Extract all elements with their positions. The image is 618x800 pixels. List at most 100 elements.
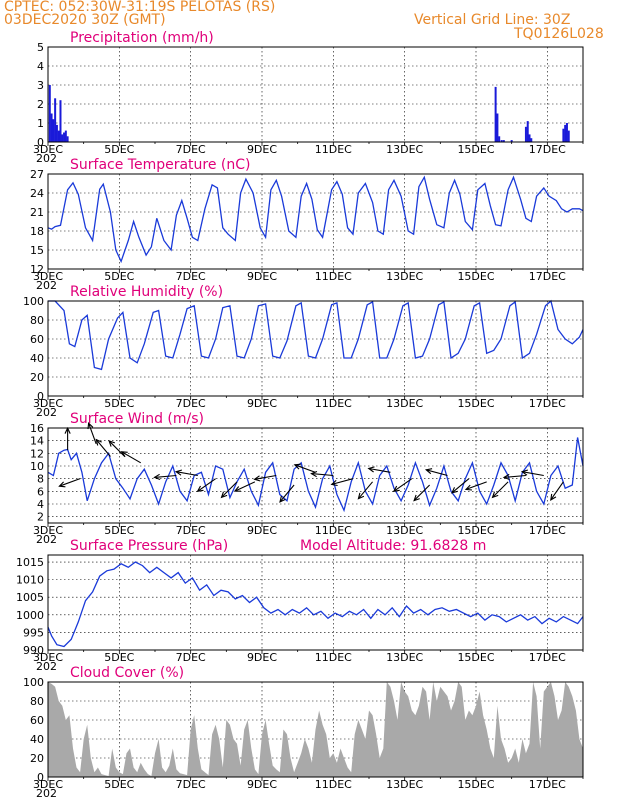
- wind-arrow-head: [550, 493, 557, 501]
- wind-arrow-shaft: [492, 481, 509, 498]
- wind-arrow-shaft: [176, 471, 198, 477]
- temperature-ytick-label: 12: [30, 263, 44, 276]
- precipitation-xtick-label: 13DEC: [386, 143, 423, 156]
- header-location: CPTEC: 052:30W-31:19S PELOTAS (RS): [4, 0, 276, 15]
- pressure-ytick-label: 1015: [16, 556, 44, 569]
- wind-arrow-head: [392, 485, 400, 493]
- wind-arrow-head: [87, 422, 94, 430]
- temperature-title: Surface Temperature (nC): [70, 157, 251, 173]
- wind-title: Surface Wind (m/s): [70, 411, 204, 427]
- header-date: 03DEC2020 30Z (GMT): [4, 12, 166, 28]
- wind-xtick-label: 15DEC: [457, 524, 494, 537]
- wind-arrow-head: [413, 494, 420, 502]
- wind-arrow: [196, 478, 216, 493]
- precipitation-bar: [528, 134, 531, 142]
- temperature-xtick-label: 13DEC: [386, 270, 423, 283]
- humidity-title: Relative Humidity (%): [70, 284, 223, 300]
- wind-xtick-label: 3DEC: [33, 524, 63, 537]
- precipitation-xtick-label: 17DEC: [529, 143, 566, 156]
- wind-xtick-label: 11DEC: [315, 524, 352, 537]
- pressure-xtick-label: 7DEC: [176, 651, 206, 664]
- humidity-xtick-label: 5DEC: [104, 397, 134, 410]
- wind-arrow: [220, 481, 238, 499]
- cloud-cover-ytick-label: 60: [30, 714, 44, 727]
- cloud-cover-xtick-label: 11DEC: [315, 778, 352, 791]
- wind-xtick-label: 5DEC: [104, 524, 134, 537]
- wind-arrow: [58, 478, 81, 488]
- wind-arrow-shaft: [254, 474, 277, 480]
- temperature-frame: [47, 173, 584, 270]
- wind-arrow: [108, 440, 126, 457]
- humidity-series-line: [48, 299, 584, 371]
- wind-ytick-label: 10: [30, 460, 44, 473]
- wind-arrow: [357, 481, 373, 500]
- wind-arrow-shaft: [59, 478, 81, 487]
- precipitation-xtick-label: 11DEC: [315, 143, 352, 156]
- pressure-ytick-label: 995: [23, 626, 44, 639]
- humidity-ytick-label: 40: [30, 352, 44, 365]
- precipitation-bar: [564, 124, 567, 142]
- wind-arrow-head: [220, 491, 228, 499]
- humidity-frame: [47, 300, 584, 397]
- precipitation-bar: [63, 132, 66, 142]
- temperature-series-line: [47, 175, 584, 264]
- wind-arrow-shaft: [550, 481, 564, 501]
- temperature-year-label: 202: [36, 279, 57, 292]
- wind-vectors: [58, 422, 564, 503]
- precipitation-bar: [565, 123, 568, 142]
- precipitation-title: Precipitation (mm/h): [70, 30, 214, 46]
- wind-frame: [47, 427, 584, 524]
- pressure-year-label: 202: [36, 660, 57, 673]
- cloud-cover-xtick-label: 13DEC: [386, 778, 423, 791]
- wind-arrow: [95, 438, 111, 457]
- precipitation-xtick-label: 7DEC: [176, 143, 206, 156]
- wind-arrow-shaft: [197, 478, 216, 492]
- precipitation-bar: [562, 128, 565, 142]
- precipitation-bar: [59, 100, 62, 142]
- header-model: TQ0126L028: [514, 26, 604, 42]
- cloud-cover-year-label: 202: [36, 787, 57, 800]
- pressure-xtick-label: 3DEC: [33, 651, 63, 664]
- wind-arrow-head: [253, 475, 261, 482]
- wind-arrow-head: [330, 479, 338, 487]
- wind-arrow: [424, 468, 448, 477]
- precipitation-ytick-label: 2: [37, 98, 44, 111]
- wind-arrow-shaft: [108, 440, 126, 457]
- pressure-ytick-label: 1010: [16, 574, 44, 587]
- precipitation-bar: [496, 113, 499, 142]
- precipitation-bar: [500, 140, 503, 142]
- wind-arrow: [491, 481, 509, 499]
- precipitation-bar: [57, 130, 60, 142]
- pressure-xtick-label: 15DEC: [457, 651, 494, 664]
- wind-ytick-label: 6: [37, 485, 44, 498]
- humidity-xtick-label: 17DEC: [529, 397, 566, 410]
- wind-arrow: [174, 469, 198, 477]
- precipitation-xtick-label: 5DEC: [104, 143, 134, 156]
- precipitation-bar: [530, 138, 533, 142]
- precipitation-xtick-label: 15DEC: [457, 143, 494, 156]
- pressure-series-line: [47, 561, 584, 648]
- precipitation-bar: [66, 136, 69, 142]
- wind-arrow: [279, 484, 295, 503]
- wind-arrow-head: [293, 463, 301, 470]
- wind-arrow-shaft: [221, 481, 238, 498]
- wind-xtick-label: 7DEC: [176, 524, 206, 537]
- wind-arrow-head: [310, 470, 318, 478]
- wind-arrow-shaft: [522, 471, 544, 477]
- cloud-cover-xtick-label: 9DEC: [247, 778, 277, 791]
- wind-arrow-shaft: [465, 481, 487, 490]
- wind-ytick-label: 14: [30, 435, 44, 448]
- cloud-cover-xtick-label: 7DEC: [176, 778, 206, 791]
- humidity-year-label: 202: [36, 406, 57, 419]
- header-grid-note: Vertical Grid Line: 30Z: [414, 12, 571, 28]
- wind-ytick-label: 12: [30, 447, 44, 460]
- wind-xtick-label: 13DEC: [386, 524, 423, 537]
- wind-arrow-shaft: [426, 469, 448, 477]
- wind-arrow-head: [58, 481, 66, 488]
- pressure-xtick-label: 11DEC: [315, 651, 352, 664]
- wind-arrow: [520, 469, 544, 477]
- wind-arrow-shaft: [294, 464, 316, 473]
- wind-arrow-head: [520, 469, 529, 476]
- precipitation-ytick-label: 0: [37, 136, 44, 149]
- pressure-ytick-label: 990: [23, 644, 44, 657]
